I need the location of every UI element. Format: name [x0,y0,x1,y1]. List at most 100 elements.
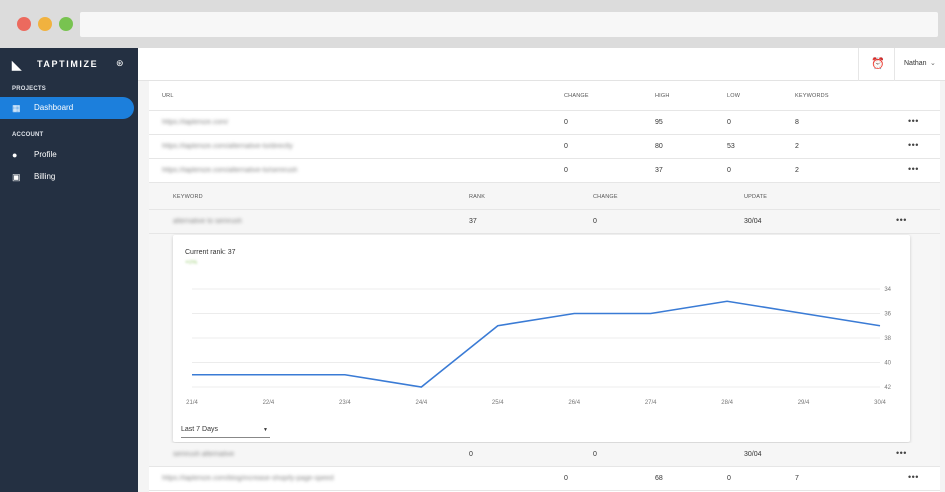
sidebar-item-profile[interactable]: ● Profile [0,144,134,166]
column-header-low: LOW [727,93,741,99]
sidebar: ◣ TAPTIMIZE ⊛ PROJECTS ▦ Dashboard ACCOU… [0,48,138,492]
row-url[interactable]: https://taptimize.com/ [162,119,229,126]
keyword-text: alternative to semrush [173,218,242,225]
keyword-row[interactable]: alternative to semrush 37 0 30/04 ••• [149,210,940,234]
section-label-projects: PROJECTS [12,86,46,92]
rank-chart-card: Current rank: 37 +0% 34 36 38 40 42 21/4 22/4 2… [173,235,910,442]
x-tick-label: 27/4 [645,400,657,406]
rank-line-chart: 34 36 38 40 42 21/4 22/4 23/4 24/4 25/4 26/4 27/4 28… [186,287,891,406]
window-minimize-button[interactable] [38,17,52,31]
more-options-icon[interactable]: ••• [896,448,907,458]
chevron-down-icon[interactable]: ⌄ [930,60,936,67]
y-tick-label: 40 [884,361,891,367]
more-options-icon[interactable]: ••• [908,164,919,174]
keyword-text: semrush alternative [173,451,235,458]
keyword-update: 30/04 [744,218,762,225]
keyword-rank: 0 [469,451,473,458]
row-keywords: 2 [795,167,799,174]
row-change: 0 [564,143,568,150]
row-url[interactable]: https://taptimize.com/blog/increase-shop… [162,475,334,482]
browser-chrome [0,0,945,48]
row-url[interactable]: https://taptimize.com/alternative-to/dir… [162,143,293,150]
current-rank-label: Current rank: 37 [185,249,236,256]
main-content: ⏰ Nathan ⌄ URL CHANGE HIGH LOW KEYWORDS … [138,48,945,492]
window-close-button[interactable] [17,17,31,31]
column-header-keywords: KEYWORDS [795,93,829,99]
row-url[interactable]: https://taptimize.com/alternative-to/sem… [162,167,298,174]
rank-series-line [192,300,881,388]
row-change: 0 [564,475,568,482]
more-options-icon[interactable]: ••• [896,215,907,225]
x-tick-label: 23/4 [339,400,351,406]
keyword-table-header: KEYWORD RANK CHANGE UPDATE [149,183,940,210]
table-row[interactable]: https://taptimize.com/alternative-to/dir… [149,135,940,159]
column-header-change: CHANGE [564,93,589,99]
dashboard-icon: ▦ [12,103,21,113]
more-options-icon[interactable]: ••• [908,472,919,482]
billing-card-icon: ▣ [12,172,21,182]
person-icon: ● [12,150,18,160]
column-header-change: CHANGE [593,194,618,200]
y-tick-label: 36 [884,312,891,318]
table-row[interactable]: https://taptimize.com/blog/increase-shop… [149,467,940,491]
row-low: 0 [727,119,731,126]
row-high: 95 [655,119,663,126]
x-tick-label: 28/4 [721,400,733,406]
notifications-button[interactable]: ⏰ [858,48,895,81]
column-header-update: UPDATE [744,194,768,200]
table-row[interactable]: https://taptimize.com/ 0 95 0 8 ••• [149,111,940,135]
column-header-keyword: KEYWORD [173,194,203,200]
x-tick-label: 25/4 [492,400,504,406]
row-low: 53 [727,143,735,150]
row-high: 37 [655,167,663,174]
sidebar-item-label: Dashboard [34,103,74,112]
row-high: 68 [655,475,663,482]
date-range-select[interactable]: Last 7 Days ▼ [181,424,270,438]
more-options-icon[interactable]: ••• [908,140,919,150]
keyword-change: 0 [593,218,597,225]
keyword-update: 30/04 [744,451,762,458]
column-header-rank: RANK [469,194,486,200]
row-low: 0 [727,475,731,482]
row-high: 80 [655,143,663,150]
row-keywords: 7 [795,475,799,482]
x-tick-label: 29/4 [798,400,810,406]
user-menu-name[interactable]: Nathan [904,60,927,67]
column-header-high: HIGH [655,93,670,99]
x-tick-label: 22/4 [263,400,275,406]
column-header-url: URL [162,93,174,99]
rank-trend-label: +0% [185,260,198,266]
x-tick-label: 24/4 [415,400,427,406]
section-label-account: ACCOUNT [12,132,44,138]
keyword-row[interactable]: semrush alternative 0 0 30/04 ••• [149,443,940,467]
row-keywords: 2 [795,143,799,150]
y-tick-label: 38 [884,336,891,342]
url-table: URL CHANGE HIGH LOW KEYWORDS https://tap… [149,81,940,492]
y-tick-label: 42 [884,385,891,391]
row-change: 0 [564,167,568,174]
keyword-rank: 37 [469,218,477,225]
table-row[interactable]: https://taptimize.com/alternative-to/sem… [149,159,940,183]
sidebar-item-label: Profile [34,150,57,159]
top-bar: ⏰ Nathan ⌄ [138,48,945,81]
y-tick-label: 34 [884,287,891,293]
x-tick-label: 30/4 [874,400,886,406]
row-change: 0 [564,119,568,126]
x-tick-label: 26/4 [568,400,580,406]
address-bar[interactable] [80,12,938,37]
settings-gear-icon[interactable]: ⊛ [116,58,124,68]
keyword-change: 0 [593,451,597,458]
row-keywords: 8 [795,119,799,126]
more-options-icon[interactable]: ••• [908,116,919,126]
table-header: URL CHANGE HIGH LOW KEYWORDS [149,81,940,111]
window-maximize-button[interactable] [59,17,73,31]
sidebar-item-billing[interactable]: ▣ Billing [0,166,134,188]
sidebar-item-label: Billing [34,172,56,181]
brand-row: ◣ TAPTIMIZE ⊛ [0,48,138,80]
brand-name: TAPTIMIZE [37,59,99,69]
x-tick-label: 21/4 [186,400,198,406]
brand-logo-icon: ◣ [12,58,22,72]
caret-down-icon: ▼ [263,427,268,433]
sidebar-item-dashboard[interactable]: ▦ Dashboard [0,97,134,119]
bell-icon: ⏰ [871,58,885,70]
